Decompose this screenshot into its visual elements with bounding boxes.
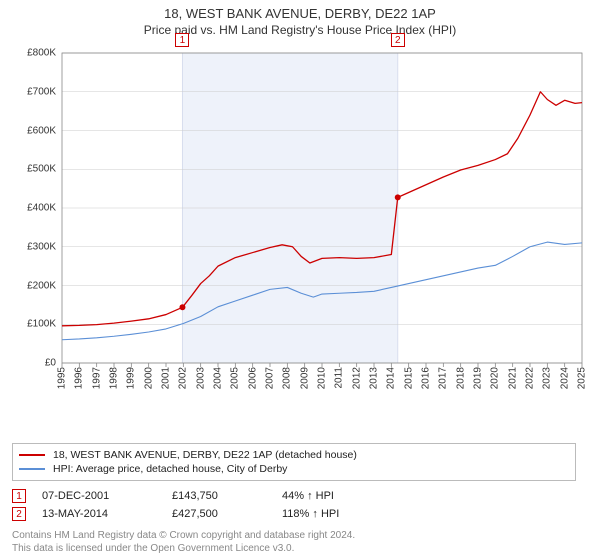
- y-tick-label: £100K: [12, 319, 56, 330]
- x-tick-label: 2014: [386, 367, 397, 389]
- x-tick-label: 2012: [351, 367, 362, 389]
- sale-row: 2 13-MAY-2014 £427,500 118% ↑ HPI: [12, 505, 588, 523]
- title-subtitle: Price paid vs. HM Land Registry's House …: [12, 23, 588, 37]
- x-tick-label: 2018: [455, 367, 466, 389]
- legend-label: HPI: Average price, detached house, City…: [53, 463, 287, 475]
- x-tick-label: 2016: [421, 367, 432, 389]
- legend-item: 18, WEST BANK AVENUE, DERBY, DE22 1AP (d…: [19, 448, 569, 462]
- x-tick-label: 1997: [91, 367, 102, 389]
- sale-date: 07-DEC-2001: [42, 490, 172, 502]
- sale-row: 1 07-DEC-2001 £143,750 44% ↑ HPI: [12, 487, 588, 505]
- x-tick-label: 2020: [490, 367, 501, 389]
- x-tick-label: 2008: [282, 367, 293, 389]
- sale-price: £427,500: [172, 508, 282, 520]
- x-tick-label: 2023: [542, 367, 553, 389]
- x-tick-label: 2025: [577, 367, 588, 389]
- sale-pct: 118% ↑ HPI: [282, 508, 362, 520]
- title-address: 18, WEST BANK AVENUE, DERBY, DE22 1AP: [12, 6, 588, 21]
- chart-svg: [12, 41, 588, 401]
- sale-pct: 44% ↑ HPI: [282, 490, 362, 502]
- x-tick-label: 2000: [143, 367, 154, 389]
- sale-date: 13-MAY-2014: [42, 508, 172, 520]
- x-tick-label: 2009: [299, 367, 310, 389]
- y-tick-label: £400K: [12, 203, 56, 214]
- x-tick-label: 2001: [161, 367, 172, 389]
- y-tick-label: £500K: [12, 164, 56, 175]
- legend-swatch: [19, 468, 45, 470]
- y-tick-label: £300K: [12, 241, 56, 252]
- x-tick-label: 2004: [213, 367, 224, 389]
- x-tick-label: 2015: [403, 367, 414, 389]
- x-tick-label: 2024: [559, 367, 570, 389]
- legend-swatch: [19, 454, 45, 456]
- x-tick-label: 1996: [74, 367, 85, 389]
- sale-marker-box: 1: [12, 489, 26, 503]
- y-tick-label: £800K: [12, 48, 56, 59]
- y-tick-label: £600K: [12, 125, 56, 136]
- price-chart: £0£100K£200K£300K£400K£500K£600K£700K£80…: [12, 41, 588, 401]
- legend-item: HPI: Average price, detached house, City…: [19, 462, 569, 476]
- y-tick-label: £200K: [12, 280, 56, 291]
- x-tick-label: 2007: [265, 367, 276, 389]
- x-tick-label: 2003: [195, 367, 206, 389]
- y-tick-label: £700K: [12, 86, 56, 97]
- x-tick-label: 1999: [126, 367, 137, 389]
- x-tick-label: 2010: [317, 367, 328, 389]
- x-tick-label: 2011: [334, 367, 345, 389]
- x-tick-label: 2005: [230, 367, 241, 389]
- chart-sale-marker: 2: [391, 33, 405, 47]
- x-tick-label: 2021: [507, 367, 518, 389]
- sale-marker-box: 2: [12, 507, 26, 521]
- footer-attribution: Contains HM Land Registry data © Crown c…: [12, 529, 588, 555]
- x-tick-label: 1998: [109, 367, 120, 389]
- x-tick-label: 2022: [525, 367, 536, 389]
- legend-label: 18, WEST BANK AVENUE, DERBY, DE22 1AP (d…: [53, 449, 357, 461]
- x-tick-label: 2002: [178, 367, 189, 389]
- x-tick-label: 2013: [369, 367, 380, 389]
- x-tick-label: 1995: [57, 367, 68, 389]
- sales-table: 1 07-DEC-2001 £143,750 44% ↑ HPI 2 13-MA…: [12, 487, 588, 523]
- x-tick-label: 2017: [438, 367, 449, 389]
- x-tick-label: 2019: [473, 367, 484, 389]
- chart-sale-marker: 1: [175, 33, 189, 47]
- sale-price: £143,750: [172, 490, 282, 502]
- legend-box: 18, WEST BANK AVENUE, DERBY, DE22 1AP (d…: [12, 443, 576, 481]
- x-tick-label: 2006: [247, 367, 258, 389]
